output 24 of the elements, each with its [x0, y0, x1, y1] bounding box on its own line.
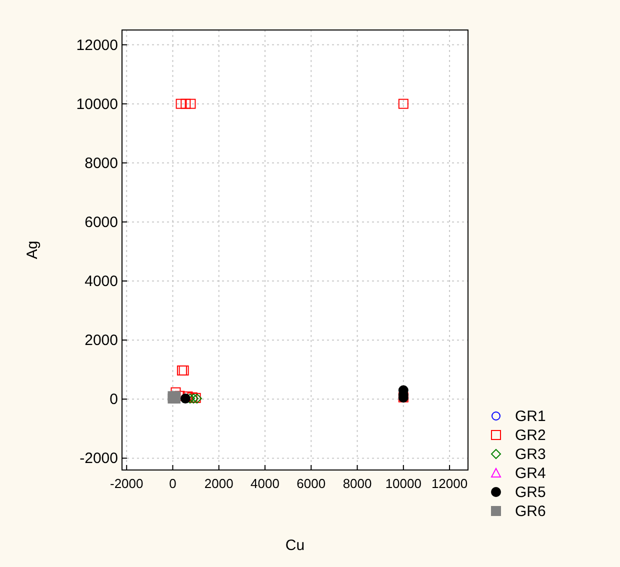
x-tick-label: -2000 — [110, 476, 144, 491]
x-tick-label: 6000 — [296, 476, 326, 491]
x-tick-label: 12000 — [431, 476, 468, 491]
legend-label: GR1 — [515, 408, 546, 425]
y-tick-label: -2000 — [80, 450, 118, 468]
x-tick-label: 8000 — [342, 476, 372, 491]
x-axis-title: Cu — [285, 537, 305, 554]
x-tick-label: 10000 — [385, 476, 422, 491]
x-tick-label: 2000 — [204, 476, 234, 491]
legend-label: GR5 — [515, 484, 546, 501]
x-tick-label: 0 — [169, 476, 176, 491]
y-tick-label: 8000 — [84, 154, 118, 172]
x-tick-label: 4000 — [250, 476, 280, 491]
y-tick-label: 6000 — [84, 214, 118, 231]
legend-label: GR3 — [515, 446, 546, 463]
y-tick-label: 0 — [110, 391, 118, 408]
y-tick-label: 10000 — [76, 96, 118, 113]
legend-label: GR6 — [515, 503, 546, 520]
y-tick-label: 4000 — [84, 273, 118, 290]
legend-label: GR2 — [515, 427, 546, 444]
y-tick-label: 12000 — [76, 36, 118, 54]
y-axis-title: Ag — [24, 240, 41, 260]
legend-label: GR4 — [515, 465, 546, 482]
y-tick-label: 2000 — [84, 332, 118, 350]
